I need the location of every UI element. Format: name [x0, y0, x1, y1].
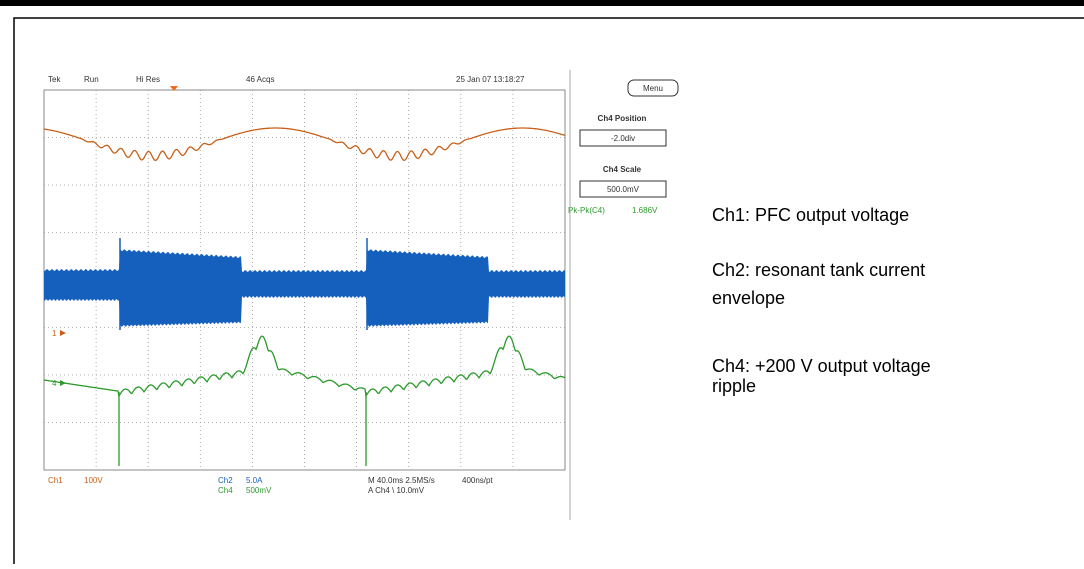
footer-ch4: Ch4 [218, 486, 233, 495]
annotation: Ch1: PFC output voltage [712, 205, 909, 225]
measure-value: 1.686V [632, 206, 658, 215]
cropped-caption [0, 0, 1084, 6]
acq-mode: Hi Res [136, 75, 160, 84]
ch2-envelope [44, 249, 565, 327]
footer-timebase: M 40.0ms 2.5MS/s [368, 476, 435, 485]
timestamp: 25 Jan 07 13:18:27 [456, 75, 525, 84]
scale-label: Ch4 Scale [603, 165, 642, 174]
menu-label: Menu [643, 84, 663, 93]
annotation: envelope [712, 288, 785, 308]
channel-arrow [60, 282, 66, 288]
trigger-pos [170, 86, 178, 91]
annotation: Ch2: resonant tank current [712, 260, 925, 280]
scale-box [579, 180, 667, 198]
position-value: -2.0div [611, 134, 635, 143]
ch1-marker: 1 [52, 329, 57, 338]
footer-ch1: Ch1 [48, 476, 63, 485]
ch4-trace [43, 335, 566, 398]
scale-value: 500.0mV [607, 185, 640, 194]
footer-ch4-scale: 500mV [246, 486, 272, 495]
annotation: Ch4: +200 V output voltage [712, 356, 931, 376]
brand: Tek [48, 75, 61, 84]
ch1-trace [43, 127, 566, 162]
footer-trigger: A Ch4 \ 10.0mV [368, 486, 425, 495]
measure-label: Pk-Pk(C4) [568, 206, 605, 215]
footer-ch1-scale: 100V [84, 476, 103, 485]
position-label: Ch4 Position [598, 114, 647, 123]
footer-ch2-scale: 5.0A [246, 476, 263, 485]
footer-ch2: Ch2 [218, 476, 233, 485]
annotation: ripple [712, 376, 756, 396]
acq-count: 46 Acqs [246, 75, 274, 84]
scope-screenshot: Tek Run Hi Res 46 Acqs 25 Jan 07 13:18:2… [43, 75, 679, 495]
mode: Run [84, 75, 99, 84]
ch4-marker: 4 [52, 379, 57, 388]
menu-button[interactable] [627, 79, 679, 97]
position-box [579, 129, 667, 147]
channel-arrow [60, 380, 66, 386]
footer-resolution: 400ns/pt [462, 476, 493, 485]
channel-arrow [60, 330, 66, 336]
frame [13, 17, 1084, 564]
